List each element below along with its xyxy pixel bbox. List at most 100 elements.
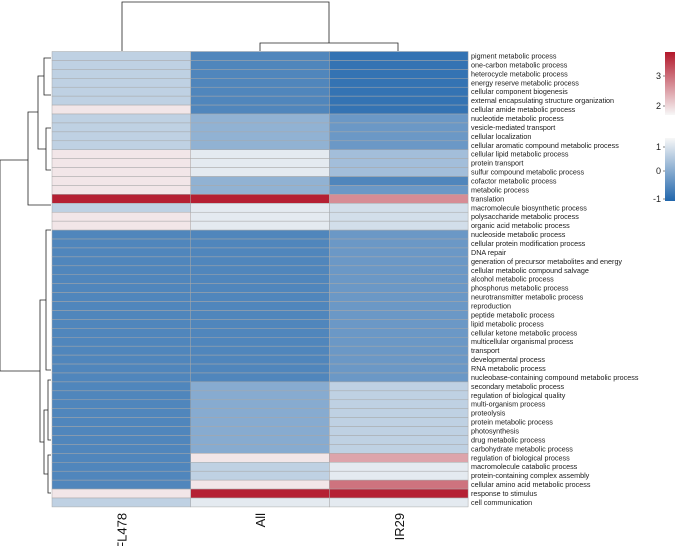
row-label: heterocycle metabolic process: [471, 69, 568, 78]
heatmap-cell: [190, 95, 330, 106]
heatmap-cell: [190, 283, 330, 293]
heatmap-cell: [51, 113, 191, 124]
row-label: macromolecule biosynthetic process: [471, 203, 587, 212]
heatmap-cell: [51, 372, 191, 383]
row-label: nucleotide metabolic process: [471, 114, 564, 123]
heatmap-cell: [190, 86, 330, 97]
column-label: All: [253, 513, 268, 528]
heatmap-cell: [51, 220, 191, 231]
heatmap-cell: [329, 95, 469, 106]
heatmap-cell: [190, 194, 330, 204]
heatmap-cell: [51, 462, 191, 472]
heatmap-cell: [190, 104, 330, 115]
heatmap-cell: [329, 310, 469, 320]
legend-bar-high: [665, 52, 675, 115]
row-label: transport: [471, 346, 499, 355]
legend-tick-label: -1: [653, 194, 661, 204]
heatmap-cell: [51, 158, 191, 168]
column-label: IR29: [392, 513, 407, 540]
row-dendrogram-branch: [43, 57, 51, 96]
row-label: carbohydrate metabolic process: [471, 444, 573, 453]
legend-tick-label: 3: [656, 71, 661, 81]
row-label: developmental process: [471, 355, 545, 364]
heatmap-cell: [51, 319, 191, 329]
heatmap-cell: [329, 238, 469, 249]
heatmap-cell: [190, 444, 330, 454]
heatmap-cell: [190, 203, 330, 213]
row-label: external encapsulating structure organiz…: [471, 96, 614, 105]
heatmap-cell: [190, 292, 330, 302]
row-label: nucleobase-containing compound metabolic…: [471, 373, 639, 382]
heatmap-cell: [329, 60, 469, 70]
heatmap-cell: [51, 203, 191, 213]
heatmap-cell: [190, 408, 330, 418]
row-dendrogram-branch: [27, 111, 51, 206]
heatmap-cell: [329, 381, 469, 392]
heatmap-cell: [329, 470, 469, 481]
row-label: multicellular organismal process: [471, 337, 574, 346]
heatmap-cell: [190, 390, 330, 401]
heatmap-cell: [51, 497, 191, 508]
row-label: cellular lipid metabolic process: [471, 150, 569, 159]
row-label: RNA metabolic process: [471, 364, 546, 373]
heatmap-cell: [51, 345, 191, 356]
row-dendrogram: [0, 57, 51, 494]
heatmap-cell: [329, 363, 469, 374]
heatmap-cell: [190, 140, 330, 150]
row-label: peptide metabolic process: [471, 310, 555, 319]
heatmap-cell: [329, 453, 469, 463]
row-label: multi-organism process: [471, 400, 546, 409]
row-label: proteolysis: [471, 409, 506, 418]
heatmap-cell: [51, 292, 191, 302]
heatmap-cell: [329, 319, 469, 329]
heatmap-cell: [190, 113, 330, 124]
heatmap-cell: [51, 417, 191, 427]
heatmap-cell: [190, 247, 330, 258]
legend-tick-label: 0: [656, 166, 661, 176]
heatmap-cell: [329, 479, 469, 490]
heatmap-cell: [329, 229, 469, 240]
heatmap-cell: [190, 319, 330, 329]
row-label: cofactor metabolic process: [471, 176, 557, 185]
column-dendrogram-branch: [121, 1, 330, 51]
heatmap-cell: [51, 69, 191, 79]
heatmap-cell: [329, 444, 469, 454]
heatmap-cell: [329, 51, 469, 61]
legend-bar-low: [665, 138, 675, 201]
heatmap-cell: [51, 131, 191, 142]
heatmap-cell: [51, 444, 191, 454]
row-label: one-carbon metabolic process: [471, 60, 568, 69]
column-dendrogram-branch: [259, 42, 399, 51]
row-label: photosynthesis: [471, 427, 519, 436]
heatmap-cell: [329, 354, 469, 365]
legend-tick-label: 2: [656, 101, 661, 111]
row-dendrogram-branch: [47, 454, 51, 494]
heatmap-cell: [190, 176, 330, 186]
color-legend: 3 2 1 0 -1: [653, 52, 675, 204]
column-dendrogram: [121, 1, 399, 51]
heatmap-cell: [51, 488, 191, 499]
legend-tick-label: 1: [656, 142, 661, 152]
heatmap-cell: [329, 462, 469, 472]
heatmap-cell: [190, 69, 330, 79]
heatmap-cell: [190, 60, 330, 70]
column-labels: FL478 All IR29: [114, 513, 406, 546]
row-label: phosphorus metabolic process: [471, 284, 569, 293]
heatmap-cell: [51, 470, 191, 481]
heatmap-cell: [190, 122, 330, 133]
row-label: lipid metabolic process: [471, 319, 544, 328]
row-label: vesicle-mediated transport: [471, 123, 555, 132]
row-label: cellular metabolic compound salvage: [471, 266, 589, 275]
heatmap-cell: [51, 426, 191, 436]
heatmap-cell: [190, 310, 330, 320]
heatmap-cell: [51, 265, 191, 276]
heatmap-cell: [190, 229, 330, 240]
heatmap-cell: [190, 328, 330, 338]
heatmap-cell: [190, 399, 330, 409]
heatmap-cell: [51, 399, 191, 409]
heatmap-cell: [190, 497, 330, 508]
heatmap-cell: [329, 69, 469, 79]
heatmap-cell: [329, 194, 469, 204]
row-label: organic acid metabolic process: [471, 221, 570, 230]
